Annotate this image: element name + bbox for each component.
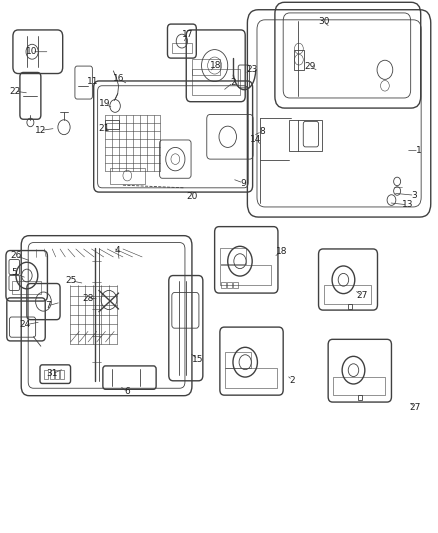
Bar	[227, 282, 232, 288]
Bar	[172, 43, 192, 53]
Text: 30: 30	[318, 18, 329, 27]
Text: 31: 31	[46, 369, 58, 378]
Text: 20: 20	[186, 192, 198, 201]
Text: 5: 5	[11, 269, 17, 277]
Text: 25: 25	[66, 276, 77, 285]
Text: 6: 6	[124, 387, 130, 397]
Bar	[233, 282, 238, 288]
Text: 21: 21	[98, 124, 110, 133]
Text: 3: 3	[412, 191, 417, 200]
Text: 24: 24	[19, 320, 30, 329]
Bar	[294, 50, 304, 70]
Bar	[12, 281, 41, 294]
Text: 7: 7	[45, 301, 51, 310]
Bar	[110, 167, 145, 183]
Text: 11: 11	[87, 77, 98, 86]
Text: 1: 1	[416, 146, 422, 155]
Text: 28: 28	[82, 294, 94, 303]
Text: 18: 18	[276, 247, 288, 256]
Text: 8: 8	[259, 127, 265, 136]
Text: 27: 27	[357, 291, 368, 300]
Bar	[106, 120, 120, 130]
Bar	[358, 395, 362, 400]
Bar	[333, 376, 385, 395]
Bar	[289, 120, 321, 151]
Bar	[60, 369, 64, 379]
Bar	[324, 285, 371, 304]
Bar	[49, 369, 53, 379]
Text: 16: 16	[113, 74, 124, 83]
Text: 19: 19	[99, 99, 110, 108]
Bar	[55, 369, 59, 379]
Text: 9: 9	[240, 179, 246, 188]
Text: 2: 2	[290, 376, 295, 385]
Bar	[220, 265, 272, 285]
Bar	[192, 69, 240, 95]
Bar	[348, 304, 352, 309]
Text: 13: 13	[402, 200, 413, 209]
Bar	[221, 282, 226, 288]
Bar	[220, 248, 246, 264]
Text: 23: 23	[246, 66, 258, 74]
Text: 29: 29	[304, 62, 315, 71]
Text: 26: 26	[11, 252, 22, 260]
Text: 4: 4	[115, 246, 120, 255]
Text: 22: 22	[9, 86, 20, 95]
Bar	[192, 59, 220, 75]
Text: 17: 17	[182, 30, 193, 39]
Bar	[44, 369, 48, 379]
Bar	[225, 368, 277, 387]
Text: 14: 14	[251, 135, 262, 144]
Text: 27: 27	[410, 403, 421, 412]
Text: 15: 15	[192, 354, 204, 364]
Bar	[225, 352, 251, 368]
Text: 18: 18	[210, 61, 221, 70]
Text: 2: 2	[230, 78, 236, 87]
Text: 10: 10	[26, 47, 38, 56]
Text: 12: 12	[35, 126, 46, 135]
